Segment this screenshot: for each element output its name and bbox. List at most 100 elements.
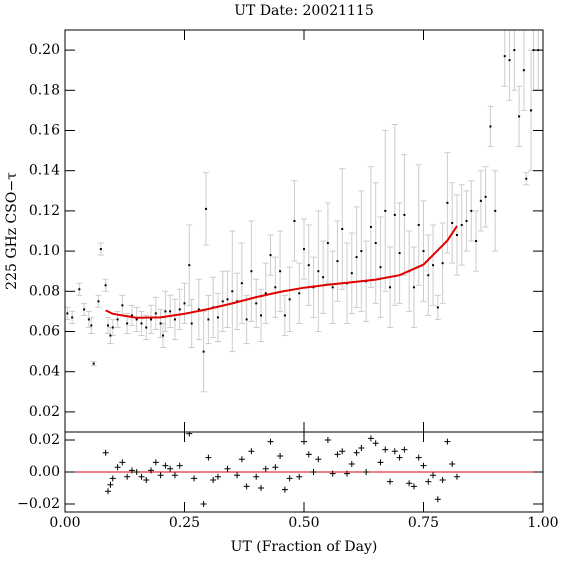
data-point	[164, 310, 167, 313]
data-point	[503, 55, 506, 58]
data-point	[303, 248, 305, 251]
residual-point	[238, 456, 245, 463]
data-point	[446, 201, 449, 204]
residual-point	[415, 454, 422, 461]
residual-point	[444, 438, 451, 445]
residual-point	[105, 488, 112, 495]
residual-point	[334, 451, 341, 458]
y-tick-label: 0.18	[29, 82, 60, 98]
data-point	[269, 254, 272, 257]
data-point	[317, 270, 320, 273]
residual-point	[420, 462, 427, 469]
residual-point	[324, 437, 331, 443]
data-point	[384, 209, 387, 212]
data-point	[78, 288, 81, 291]
data-point	[109, 334, 112, 337]
data-point	[216, 316, 219, 319]
residual-point	[453, 473, 460, 480]
data-point	[475, 240, 478, 243]
residual-point	[391, 448, 398, 455]
data-point	[71, 316, 74, 319]
x-axis-label: UT (Fraction of Day)	[231, 539, 378, 555]
residual-point	[162, 462, 169, 469]
x-tick-label: 0.50	[288, 515, 319, 531]
data-point	[441, 262, 444, 265]
residual-point	[148, 467, 155, 474]
data-point	[97, 300, 100, 303]
data-point	[145, 326, 148, 329]
residual-point	[267, 438, 274, 445]
data-point	[126, 322, 129, 325]
data-point	[90, 324, 93, 327]
data-point	[322, 276, 325, 279]
x-tick-label: 0.75	[408, 515, 439, 531]
y-tick-label: 0.14	[29, 163, 60, 179]
residual-point	[257, 485, 264, 491]
data-point	[135, 318, 138, 321]
y-axis-label: 225 GHz CSO−τ	[4, 172, 20, 290]
data-point	[92, 362, 95, 365]
data-point	[107, 324, 110, 327]
residual-point	[401, 446, 408, 453]
x-tick-label: 1.00	[527, 515, 558, 531]
residual-point	[410, 483, 417, 490]
data-point	[422, 250, 425, 253]
residual-point	[152, 459, 159, 466]
residual-point	[339, 448, 346, 455]
residual-point	[262, 465, 269, 472]
y-tick-label: 0.02	[29, 432, 60, 448]
residual-point	[253, 473, 260, 480]
residual-point	[406, 480, 413, 487]
data-point	[279, 270, 282, 273]
residual-point	[277, 453, 284, 459]
residual-point	[396, 454, 403, 461]
data-point	[513, 49, 516, 52]
data-point	[432, 264, 435, 267]
data-point	[518, 115, 521, 118]
y-tick-label: 0.06	[29, 324, 60, 340]
residual-point	[243, 483, 250, 490]
residual-point	[171, 472, 178, 479]
data-point	[121, 304, 124, 307]
residual-point	[248, 448, 255, 455]
data-point	[250, 270, 253, 273]
data-point	[484, 195, 487, 198]
y-tick-label: 0.20	[29, 42, 60, 58]
data-point	[508, 59, 511, 62]
residual-point	[377, 459, 384, 466]
data-point	[183, 302, 186, 305]
y-tick-label: 0.02	[29, 404, 60, 420]
data-point	[66, 312, 69, 315]
data-point	[389, 286, 392, 289]
data-point	[240, 282, 243, 285]
residual-point	[191, 475, 198, 482]
residual-point	[128, 467, 135, 474]
data-point	[465, 219, 468, 222]
residual-point	[358, 445, 365, 451]
data-point	[530, 109, 533, 112]
bottom-frame	[64, 431, 544, 513]
data-point	[489, 125, 492, 128]
data-point	[360, 250, 363, 253]
data-point	[355, 256, 358, 259]
y-tick-label: 0.16	[29, 123, 60, 139]
residual-point	[210, 477, 217, 483]
y-tick-label: 0.00	[29, 464, 60, 480]
data-point	[341, 227, 344, 230]
residual-point	[439, 477, 446, 483]
x-tick-label: 0.00	[49, 515, 80, 531]
data-point	[197, 308, 200, 311]
data-point	[307, 264, 310, 267]
y-tick-label: −0.02	[17, 496, 60, 512]
data-point	[398, 252, 401, 255]
residual-point	[387, 478, 394, 485]
residual-point	[367, 435, 374, 442]
data-point	[494, 209, 497, 212]
data-point	[202, 350, 205, 353]
residual-point	[305, 451, 312, 458]
residual-point	[281, 486, 288, 493]
residual-point	[138, 473, 145, 480]
data-point	[140, 322, 143, 325]
residual-point	[425, 478, 432, 485]
